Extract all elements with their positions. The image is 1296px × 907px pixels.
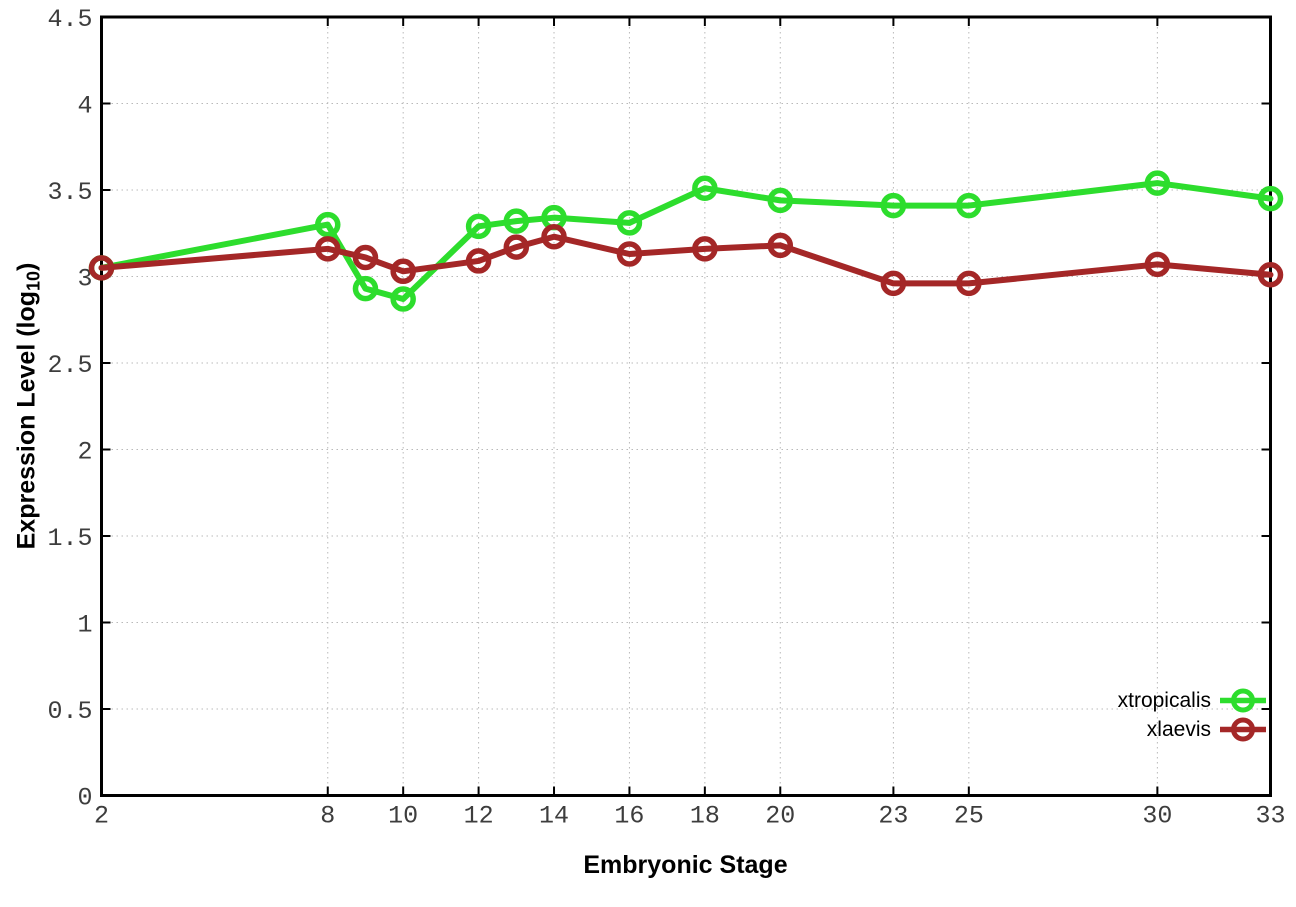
y-tick-label: 3.5 <box>47 178 92 207</box>
series-marker-xlaevis <box>767 232 794 259</box>
y-tick-label: 0 <box>77 784 92 813</box>
y-axis-title: Expression Level (log10) <box>12 262 44 550</box>
series-marker-xlaevis <box>880 270 907 297</box>
series-marker-xlaevis <box>541 223 567 250</box>
legend-sample-marker-icon <box>1231 717 1255 742</box>
series-marker-xtropicalis <box>315 211 341 238</box>
series-marker-xlaevis <box>1144 251 1171 278</box>
series-marker-xlaevis <box>1257 262 1284 288</box>
legend-entry-xtropicalis: xtropicalis <box>1118 686 1266 715</box>
legend-sample-marker-icon <box>1231 688 1255 713</box>
series-marker-xlaevis <box>616 241 643 267</box>
series-marker-xtropicalis <box>1257 185 1284 212</box>
series-marker-xtropicalis <box>465 213 492 240</box>
plot-border <box>100 15 1272 797</box>
x-tick-label: 2 <box>94 802 109 831</box>
series-marker-xlaevis <box>315 236 341 262</box>
y-tick-label: 4.5 <box>47 5 92 34</box>
series-marker-xtropicalis <box>1144 170 1171 196</box>
x-tick-label: 8 <box>320 802 335 831</box>
series-line-xtropicalis <box>98 180 1274 302</box>
y-tick-label: 4 <box>77 92 92 121</box>
series-marker-xlaevis <box>956 270 982 297</box>
series-marker-xtropicalis <box>880 192 907 219</box>
x-tick-label: 16 <box>614 802 644 831</box>
x-tick-label: 25 <box>954 802 984 831</box>
series-marker-xlaevis <box>465 248 492 274</box>
x-axis-title: Embryonic Stage <box>583 851 788 879</box>
x-tick-label: 33 <box>1255 802 1285 831</box>
legend-sample-xtropicalis <box>1220 688 1266 713</box>
x-tick-label: 23 <box>878 802 908 831</box>
series-marker-xtropicalis <box>692 175 718 202</box>
y-tick-label: 1.5 <box>47 524 92 553</box>
legend-sample-xlaevis <box>1220 717 1266 742</box>
y-tick-label: 1 <box>77 611 92 640</box>
x-tick-label: 12 <box>464 802 494 831</box>
series-marker-xtropicalis <box>767 187 794 214</box>
legend: xtropicalis xlaevis <box>1118 686 1266 744</box>
legend-label-xtropicalis: xtropicalis <box>1117 689 1211 712</box>
series-marker-xtropicalis <box>956 192 982 219</box>
x-tick-label: 14 <box>539 802 569 831</box>
legend-label-xlaevis: xlaevis <box>1146 718 1211 741</box>
y-tick-label: 2 <box>77 438 92 467</box>
y-tick-label: 0.5 <box>47 697 92 726</box>
series-marker-xlaevis <box>390 258 416 285</box>
y-tick-label: 3 <box>77 265 92 294</box>
y-axis-title-suffix: ) <box>12 262 41 271</box>
y-axis-title-text: Expression Level (log <box>12 290 41 550</box>
series-marker-xtropicalis <box>616 210 643 236</box>
series-marker-xlaevis <box>352 244 379 271</box>
y-tick-label: 2.5 <box>47 351 92 380</box>
series-marker-xlaevis <box>503 234 530 260</box>
x-tick-label: 20 <box>765 802 795 831</box>
legend-entry-xlaevis: xlaevis <box>1118 715 1266 744</box>
y-axis-title-subscript: 10 <box>23 270 43 291</box>
series-marker-xlaevis <box>88 255 115 281</box>
x-tick-label: 18 <box>690 802 720 831</box>
series-marker-xtropicalis <box>390 286 416 312</box>
x-tick-label: 10 <box>388 802 418 831</box>
series-marker-xtropicalis <box>352 275 379 302</box>
x-tick-label: 30 <box>1142 802 1172 831</box>
series-marker-xtropicalis <box>503 208 530 234</box>
series-marker-xlaevis <box>692 236 718 262</box>
